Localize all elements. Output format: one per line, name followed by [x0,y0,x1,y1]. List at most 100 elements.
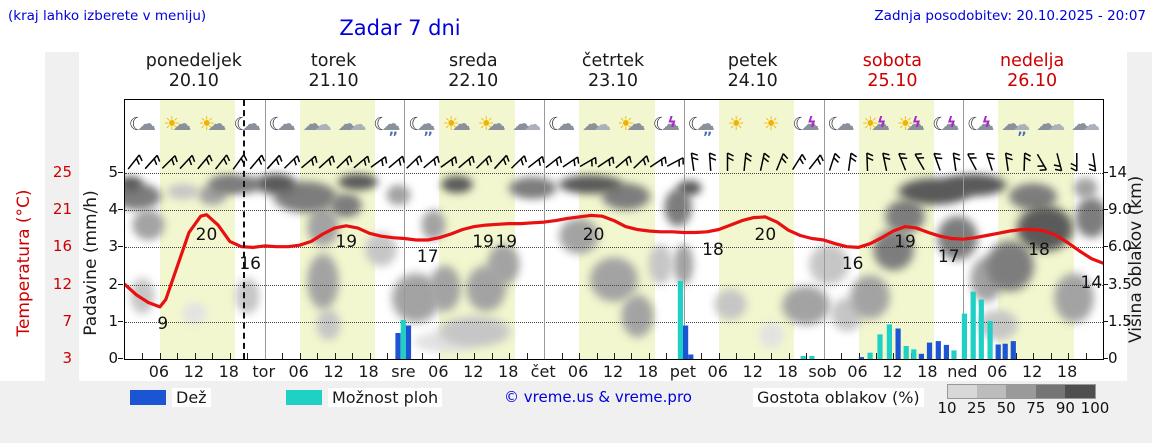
x-minor-tick [858,353,860,359]
x-minor-tick [753,353,755,359]
day-abbrev-label: sre [391,362,416,381]
day-separator [544,100,546,359]
hour-label: 18 [218,362,239,381]
temp-annotation: 20 [582,224,605,245]
precip-bar-rain [895,328,901,359]
wind-barb [127,154,143,170]
hour-label: 12 [1021,362,1043,381]
day-separator [963,100,965,359]
day-header-petek: petek 24.10 [683,51,823,91]
hour-label: 12 [183,362,205,381]
sun-cloud-icon: ☀☁ [442,113,471,135]
x-minor-tick [491,353,493,359]
precip-bar-rain [1010,341,1016,359]
wind-barb [370,156,388,168]
precip-axis-title: Padavine (mm/h) [81,190,101,336]
precip-tick: 2 [108,274,118,293]
precip-bar-shower [903,346,909,359]
precip-bar-rain [405,325,412,359]
clouds-icon: ☁☁ [302,113,332,135]
wind-barb [1088,152,1097,172]
x-minor-tick [369,353,371,359]
day-name: sreda [449,51,498,71]
wind-barb [510,155,528,169]
precip-tick: 5 [108,163,118,181]
hour-label: 06 [288,362,309,381]
h-gridline [125,284,1103,286]
wind-barb [708,152,717,172]
temp-annotation: 19 [335,232,358,253]
wind-barb [1053,153,1063,172]
wind-barb [914,153,925,171]
x-minor-tick [282,353,284,359]
moon-cloud-storm-icon: ☾☁ ϟ [652,113,680,135]
day-name: četrtek [581,51,645,71]
wind-barb [775,153,789,171]
x-minor-tick [299,353,301,359]
hour-label: 06 [707,362,728,381]
precip-bar-shower [400,319,406,359]
day-date: 26.10 [1007,71,1058,91]
scale-label: 90 [1055,399,1075,417]
precip-bar-rain [1002,343,1008,359]
moon-cloud-storm-icon: ☾☁ ϟ [932,113,960,135]
wind-barb [161,155,178,169]
scale-label: 25 [967,399,987,417]
wind-barb [440,156,458,168]
x-minor-tick [841,353,843,359]
wind-barb [633,155,650,169]
wind-barb [1036,153,1048,171]
day-name: ponedeljek [145,51,242,71]
precip-bar-rain [995,344,1001,359]
wind-barb [690,152,699,172]
precip-bar-rain [918,353,924,359]
moon-cloud-storm-icon: ☾☁ ϟ [967,113,995,135]
wind-barb [759,152,770,171]
scale-label: 50 [996,399,1016,417]
temperature-axis-title: Temperatura (°C) [14,189,34,337]
x-minor-tick [1033,353,1035,359]
temp-annotation: 18 [702,239,724,260]
precip-bar-shower [970,291,976,359]
last-updated: Zadnja posodobitev: 20.10.2025 - 20:07 [874,8,1146,24]
x-minor-tick [806,353,808,359]
hour-label: 06 [148,362,170,381]
wind-barb [579,156,597,168]
page-title: Zadar 7 dni [339,16,461,40]
wind-barb [318,155,335,169]
x-minor-tick [1050,353,1052,359]
y-tick-mark [1103,283,1108,285]
day-abbrev-label: pet [669,362,696,381]
scale-segment [1006,384,1037,399]
precip-bar-shower [809,356,815,359]
day-date: 21.10 [308,71,359,91]
wind-barb [476,155,493,169]
wind-barb [952,152,961,172]
y-tick-mark [1103,320,1108,322]
wind-barb [615,155,632,169]
cloud-height-tick: 14 [1108,163,1128,181]
x-minor-tick [247,353,249,359]
clouds-icon: ☁☁ [1036,113,1066,135]
cloud-blob [614,284,661,347]
day-header-četrtek: četrtek 23.10 [543,51,683,91]
wind-barb [898,152,908,171]
wind-barb [967,153,977,171]
plot-svg [125,152,1103,359]
x-minor-tick [596,353,598,359]
sun-storm-icon: ☀☁ ϟ [896,113,925,135]
clouds-icon: ☁☁ [337,113,367,135]
cloud-blob [771,277,842,335]
x-minor-tick [1085,353,1087,359]
scale-segment [1065,384,1096,399]
copyright-link[interactable]: © vreme.us & vreme.pro [504,388,692,406]
wind-barb [197,154,213,170]
hour-label: 12 [882,362,903,381]
wind-barb [866,152,874,172]
x-minor-tick [421,353,423,359]
wind-barb [406,155,423,169]
day-separator [683,100,685,359]
moon-cloud-icon: ☾☁ [268,113,296,135]
temp-tick: 25 [52,163,72,181]
y-tick-mark [118,209,123,211]
